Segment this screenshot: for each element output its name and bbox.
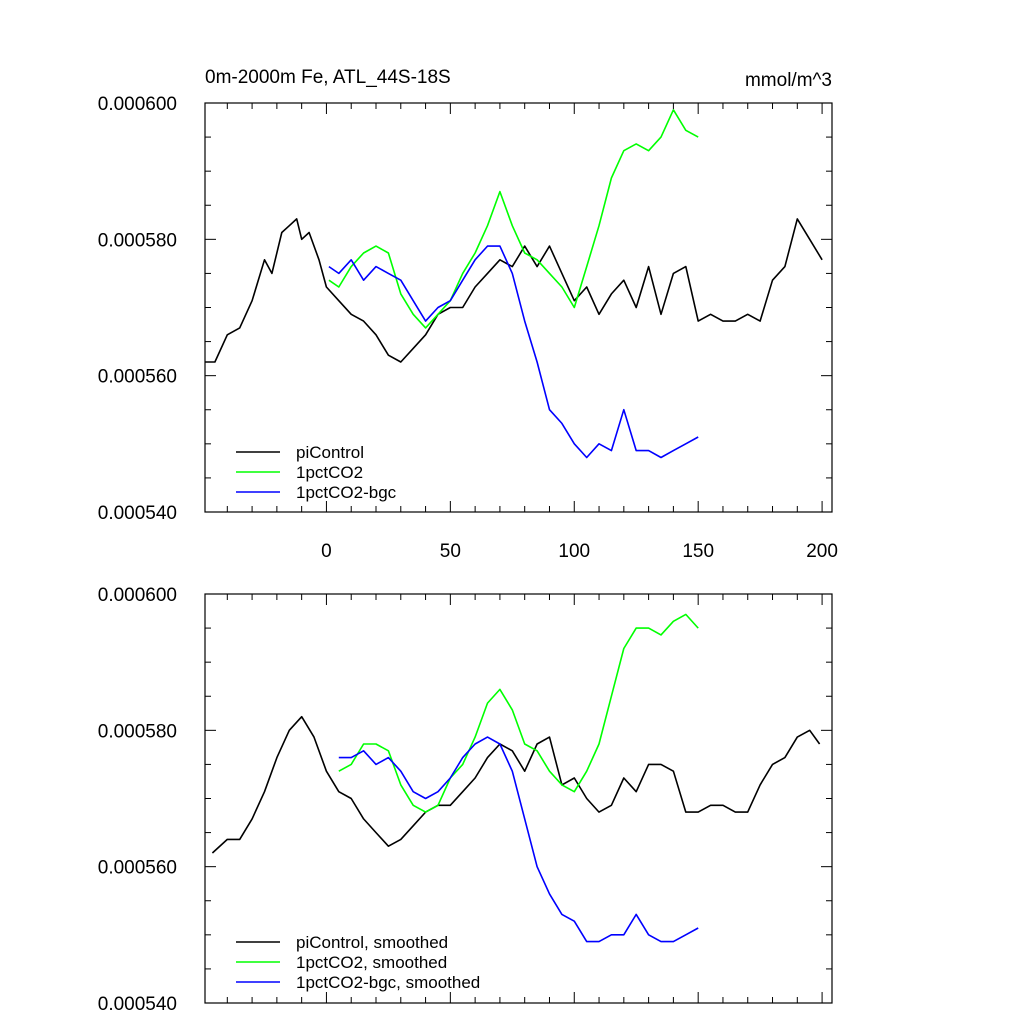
legend-label: piControl, smoothed: [296, 933, 448, 952]
series-line-2: [328, 245, 699, 459]
series-line-1: [338, 613, 699, 813]
x-tick-label: 200: [806, 541, 838, 562]
series-line-1: [328, 109, 699, 329]
y-tick-label: 0.000560: [98, 858, 177, 879]
y-tick-label: 0.000600: [98, 94, 177, 115]
chart-title: 0m-2000m Fe, ATL_44S-18S: [205, 67, 451, 88]
x-tick-label: 150: [682, 541, 714, 562]
y-tick-label: 0.000540: [98, 994, 177, 1015]
legend-label: 1pctCO2-bgc: [296, 483, 397, 502]
legend-label: 1pctCO2-bgc, smoothed: [296, 973, 480, 992]
y-tick-label: 0.000600: [98, 585, 177, 606]
y-tick-label: 0.000580: [98, 230, 177, 251]
y-tick-label: 0.000560: [98, 367, 177, 388]
x-tick-label: 100: [558, 541, 590, 562]
x-tick-label: 50: [440, 541, 461, 562]
x-tick-label: 0: [321, 541, 332, 562]
legend-label: piControl: [296, 443, 364, 462]
y-tick-label: 0.000580: [98, 721, 177, 742]
legend-label: 1pctCO2: [296, 463, 363, 482]
series-line-2: [338, 736, 699, 943]
series-line-0: [205, 218, 823, 363]
series-line-0: [211, 715, 821, 854]
units-label: mmol/m^3: [745, 70, 832, 91]
legend-label: 1pctCO2, smoothed: [296, 953, 447, 972]
top-panel: 0 50 100 150 200 0.000540 0.000560 0.000580 0.00…: [98, 94, 838, 562]
y-tick-label: 0.000540: [98, 503, 177, 524]
bottom-panel: 0.000540 0.000560 0.000580 0.000600 piContro…: [98, 585, 833, 1015]
